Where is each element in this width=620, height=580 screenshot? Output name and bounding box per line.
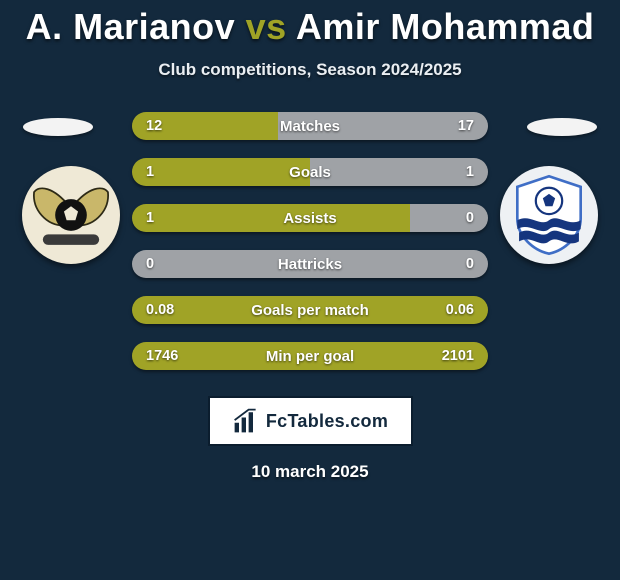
page-title: A. Marianov vs Amir Mohammad <box>0 6 620 48</box>
bar-content: 12Matches17 <box>132 112 488 140</box>
bar-content: 1Goals1 <box>132 158 488 186</box>
crest-left-icon <box>27 171 115 259</box>
title-player-2: Amir Mohammad <box>296 6 595 47</box>
stat-label: Assists <box>132 210 488 227</box>
stat-row: 0.08Goals per match0.06 <box>132 296 488 324</box>
title-vs: vs <box>235 6 296 47</box>
bar-content: 1Assists0 <box>132 204 488 232</box>
flag-left <box>23 118 93 136</box>
flag-right <box>527 118 597 136</box>
stat-label: Matches <box>132 118 488 135</box>
chart-icon <box>232 407 260 435</box>
stat-label: Hattricks <box>132 256 488 273</box>
stat-label: Goals <box>132 164 488 181</box>
footer-logo[interactable]: FcTables.com <box>208 396 413 446</box>
stat-row: 1Goals1 <box>132 158 488 186</box>
compare-block: 12Matches17 1Goals1 1Assists0 0Hattricks0 0.… <box>0 108 620 378</box>
bar-content: 0Hattricks0 <box>132 250 488 278</box>
bar-content: 0.08Goals per match0.06 <box>132 296 488 324</box>
stat-row: 12Matches17 <box>132 112 488 140</box>
bar-content: 1746Min per goal2101 <box>132 342 488 370</box>
stat-label: Goals per match <box>132 302 488 319</box>
crest-right-icon <box>505 171 593 259</box>
club-crest-right <box>500 166 598 264</box>
footer-text: FcTables.com <box>266 411 388 432</box>
date: 10 march 2025 <box>0 462 620 482</box>
title-player-1: A. Marianov <box>26 6 236 47</box>
stat-bars: 12Matches17 1Goals1 1Assists0 0Hattricks0 0.… <box>132 112 488 388</box>
stat-label: Min per goal <box>132 348 488 365</box>
club-crest-left <box>22 166 120 264</box>
subtitle: Club competitions, Season 2024/2025 <box>0 60 620 80</box>
stat-row: 0Hattricks0 <box>132 250 488 278</box>
stat-row: 1Assists0 <box>132 204 488 232</box>
stat-row: 1746Min per goal2101 <box>132 342 488 370</box>
